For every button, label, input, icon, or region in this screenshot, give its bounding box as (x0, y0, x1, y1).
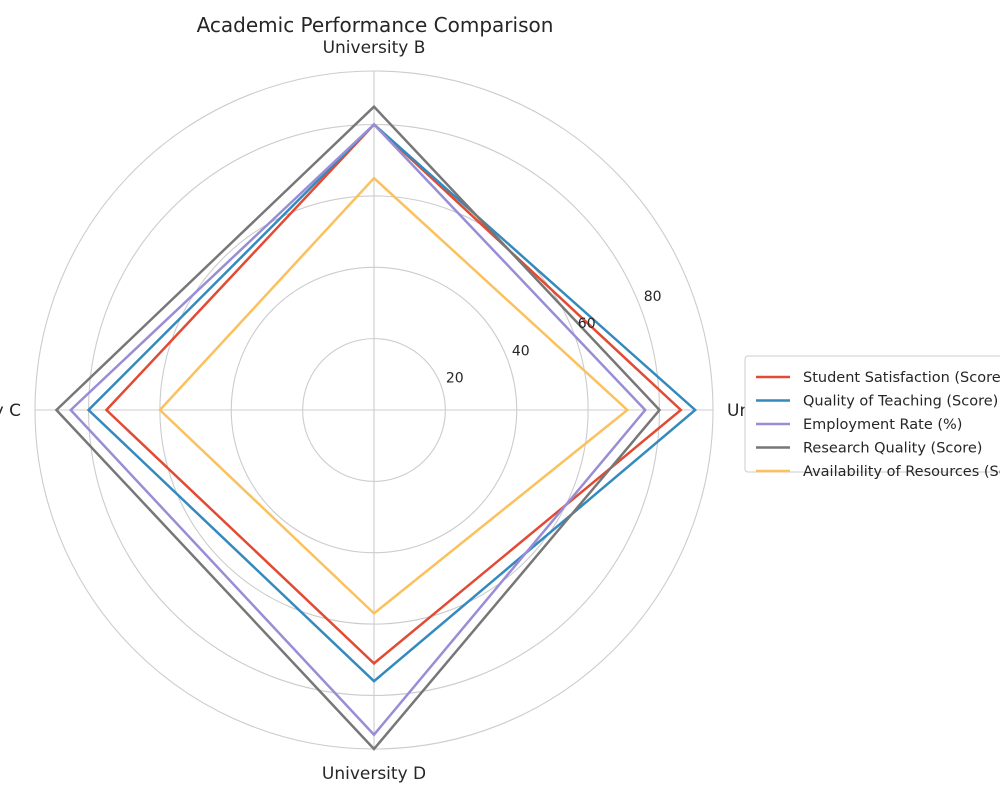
radial-tick-labels: 20 40 60 80 (446, 289, 662, 387)
series-line-5 (158, 176, 630, 616)
radial-tick-label: 20 (446, 371, 464, 387)
radial-tick-label: 40 (512, 343, 530, 359)
series-line-1 (104, 122, 683, 666)
category-label: University D (322, 764, 426, 784)
radial-tick-label: 80 (644, 289, 662, 305)
series-lines (54, 104, 698, 751)
series-line-4 (54, 104, 662, 751)
legend-label: Quality of Teaching (Score) (803, 394, 998, 410)
category-label: University B (323, 38, 426, 58)
series-line-3 (68, 122, 647, 737)
chart-title: Academic Performance Comparison (197, 13, 554, 37)
grid (34, 70, 714, 750)
legend-label: Student Satisfaction (Score) (803, 370, 1000, 386)
radial-tick-label: 60 (578, 316, 596, 332)
legend-label: Employment Rate (%) (803, 417, 962, 433)
legend-label: Research Quality (Score) (803, 441, 982, 457)
category-label: University C (0, 401, 21, 421)
legend-frame (744, 355, 1000, 473)
legend: Student Satisfaction (Score) Quality of T… (744, 355, 1000, 480)
legend-label: Availability of Resources (Score) (803, 464, 1000, 480)
